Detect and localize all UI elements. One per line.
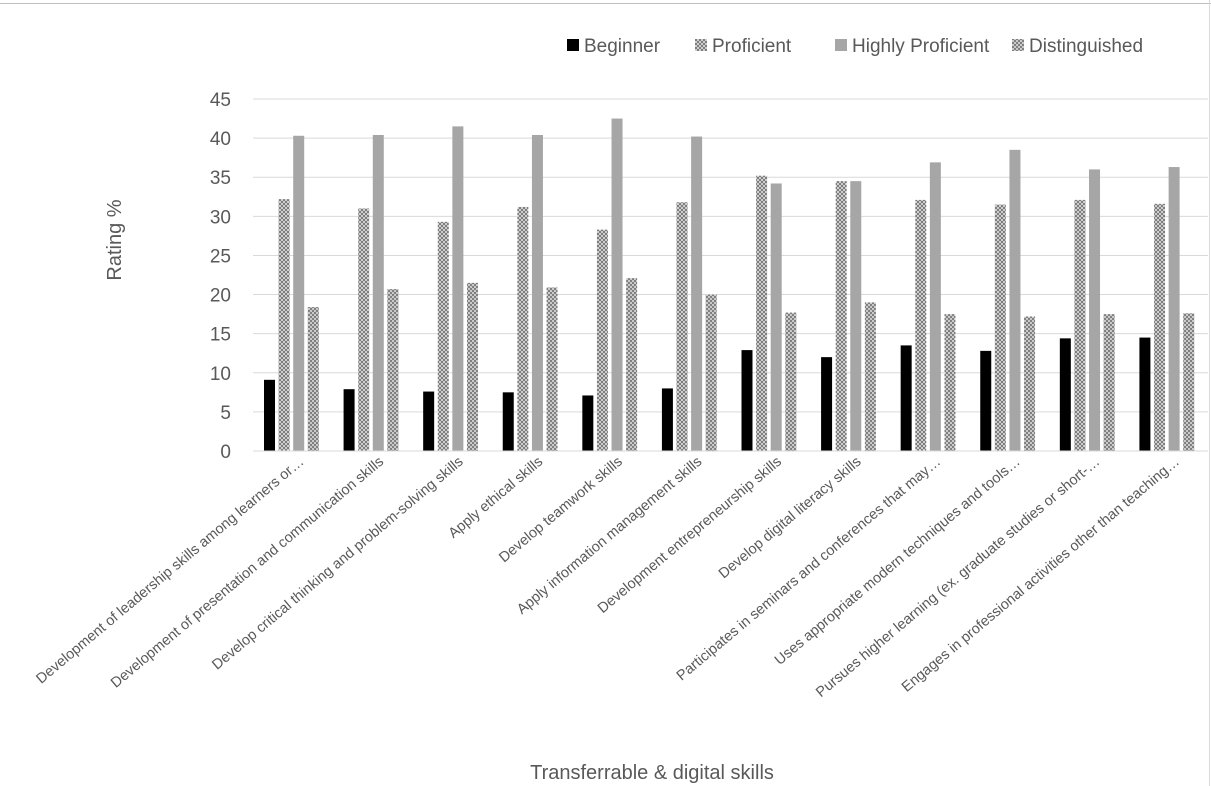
- y-axis-title: Rating %: [104, 199, 126, 280]
- legend-label: Distinguished: [1029, 36, 1143, 57]
- legend-swatch: [835, 39, 847, 51]
- bar-beginner: [661, 388, 673, 451]
- bar-highly-proficient: [531, 134, 543, 451]
- bar-distinguished: [944, 314, 956, 451]
- x-tick-label: Pursues higher learning (ex. graduate st…: [813, 454, 1103, 701]
- bar-distinguished: [387, 289, 399, 451]
- bar-distinguished: [1024, 316, 1036, 451]
- bars: [264, 118, 1195, 452]
- bar-proficient: [676, 202, 688, 451]
- x-tick-label: Develop digital literacy skills: [716, 454, 865, 582]
- bar-group: [821, 181, 876, 451]
- bar-group: [423, 126, 478, 451]
- x-tick-label: Engages in professional activities other…: [899, 454, 1183, 696]
- bar-proficient: [517, 206, 529, 451]
- bar-beginner: [980, 350, 992, 451]
- y-tick-label: 15: [210, 325, 231, 346]
- legend-label: Beginner: [584, 36, 661, 57]
- bar-highly-proficient: [293, 135, 305, 451]
- legend: Beginner Proficient Highly Proficient Disti…: [567, 36, 1143, 57]
- bar-proficient: [358, 208, 370, 451]
- bar-group: [1139, 167, 1195, 451]
- y-tick-label: 40: [210, 129, 231, 150]
- bar-highly-proficient: [611, 118, 623, 452]
- bar-distinguished: [626, 278, 638, 451]
- bar-group: [741, 175, 797, 452]
- bar-group: [980, 149, 1036, 451]
- bar-highly-proficient: [929, 162, 941, 452]
- bar-beginner: [582, 395, 594, 451]
- bar-distinguished: [1103, 314, 1115, 451]
- bar-distinguished: [864, 302, 876, 451]
- x-tick-label: Development of leadership skills among l…: [33, 454, 307, 687]
- bar-distinguished: [466, 282, 478, 451]
- bar-proficient: [915, 199, 927, 451]
- legend-swatch: [567, 39, 579, 51]
- y-axis-tick-labels: 0 5 10 15 20 25 30 35 40 45: [210, 90, 231, 463]
- bar-distinguished: [546, 287, 558, 451]
- bar-beginner: [900, 345, 912, 451]
- bar-beginner: [343, 389, 355, 451]
- y-tick-label: 10: [210, 364, 231, 385]
- bar-proficient: [437, 221, 449, 451]
- bar-beginner: [821, 357, 833, 451]
- bar-highly-proficient: [452, 126, 464, 451]
- bar-group: [502, 134, 558, 451]
- bar-group: [264, 135, 319, 451]
- bar-proficient: [278, 199, 290, 451]
- legend-swatch: [1012, 39, 1024, 51]
- bar-group: [343, 134, 399, 451]
- y-tick-label: 25: [210, 246, 231, 267]
- bar-proficient: [596, 229, 608, 451]
- y-tick-label: 35: [210, 168, 231, 189]
- bar-beginner: [741, 350, 753, 451]
- bar-highly-proficient: [850, 181, 862, 451]
- x-tick-label: Participates in seminars and conferences…: [674, 454, 944, 684]
- bar-highly-proficient: [1168, 167, 1180, 451]
- legend-item: Proficient: [695, 36, 792, 57]
- x-tick-label: Development of presentation and communic…: [108, 454, 387, 692]
- legend-item: Distinguished: [1012, 36, 1143, 57]
- bar-proficient: [1154, 203, 1166, 451]
- legend-swatch: [695, 39, 707, 51]
- y-tick-label: 0: [220, 442, 231, 463]
- x-axis-category-labels: Development of leadership skills among l…: [33, 454, 1182, 701]
- bar-highly-proficient: [691, 136, 703, 451]
- bar-distinguished: [785, 312, 797, 451]
- legend-label: Highly Proficient: [852, 36, 990, 57]
- bar-distinguished: [705, 294, 717, 451]
- legend-item: Beginner: [567, 36, 661, 57]
- bar-highly-proficient: [372, 134, 384, 451]
- bar-distinguished: [1183, 313, 1195, 451]
- gridlines: [253, 98, 1208, 413]
- y-tick-label: 45: [210, 90, 231, 111]
- bar-beginner: [423, 391, 435, 451]
- bar-beginner: [264, 379, 275, 451]
- bar-group: [582, 118, 638, 452]
- bar-distinguished: [307, 307, 319, 451]
- bar-highly-proficient: [1089, 169, 1101, 451]
- legend-item: Highly Proficient: [835, 36, 990, 57]
- bar-proficient: [835, 181, 847, 451]
- bar-proficient: [756, 175, 768, 451]
- bar-highly-proficient: [1009, 149, 1021, 451]
- y-tick-label: 5: [220, 403, 231, 424]
- bar-beginner: [502, 392, 514, 451]
- bar-beginner: [1139, 337, 1151, 451]
- y-tick-label: 20: [210, 286, 231, 307]
- bar-proficient: [994, 204, 1006, 451]
- bar-highly-proficient: [770, 183, 782, 452]
- legend-label: Proficient: [712, 36, 792, 57]
- bar-proficient: [1074, 199, 1086, 451]
- y-tick-label: 30: [210, 207, 231, 228]
- bar-beginner: [1059, 338, 1071, 451]
- bar-group: [1059, 169, 1115, 451]
- bar-group: [661, 136, 717, 451]
- bar-group: [900, 162, 956, 452]
- x-axis-title: Transferrable & digital skills: [530, 762, 774, 784]
